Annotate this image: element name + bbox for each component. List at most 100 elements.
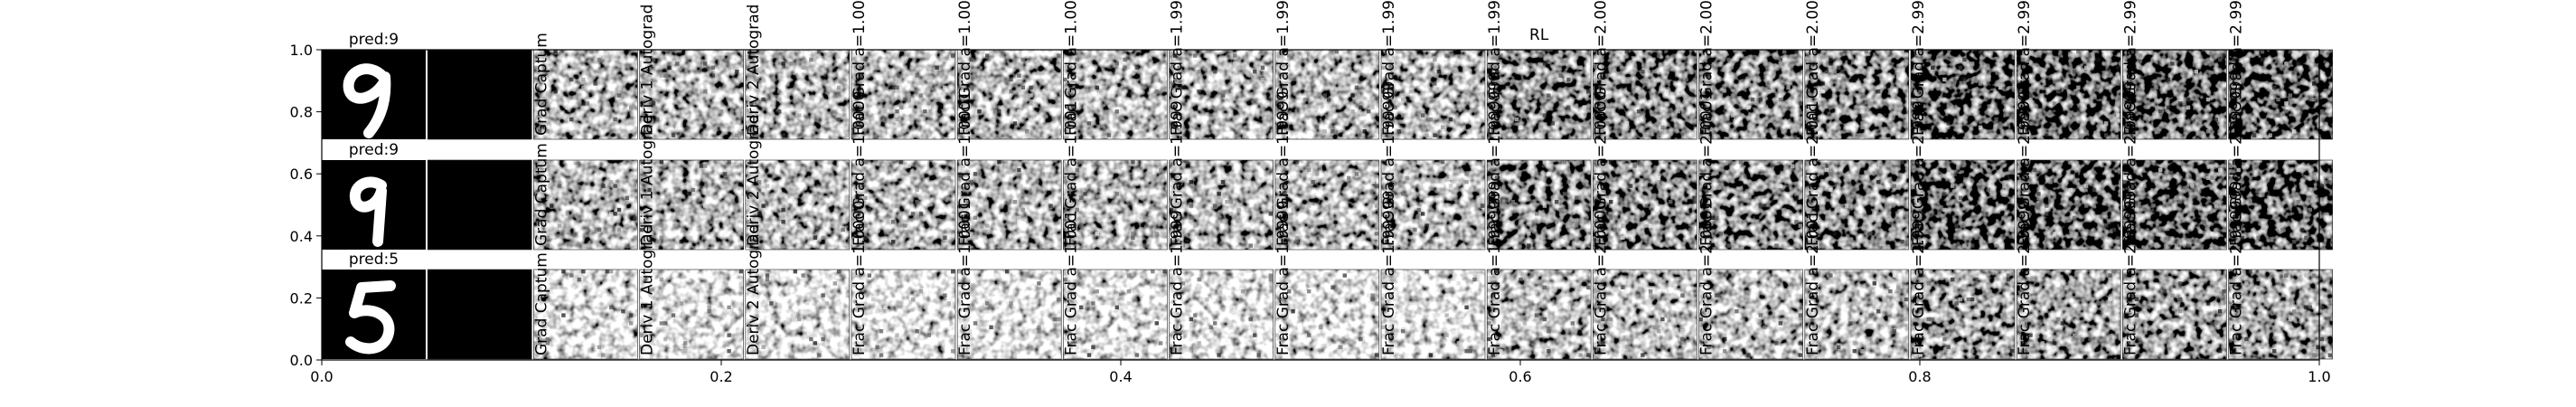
method-label: Frac Grad a=1.0000 — [851, 0, 869, 136]
attribution-tile — [639, 49, 744, 140]
attribution-tile — [2122, 49, 2227, 140]
method-label: Frac Grad a=2.0001 — [1698, 200, 1716, 355]
attribution-tile — [2122, 269, 2227, 360]
method-label: Frac Grad a=1.0001 — [956, 200, 974, 355]
y-tick-label: 0.8 — [290, 104, 313, 121]
heatmap-tiles — [322, 49, 2333, 360]
method-label: Frac Grad a=2.999 — [1910, 210, 1928, 355]
method-label: Frac Grad a=1.999999 — [1486, 181, 1504, 355]
attribution-tile — [1486, 49, 1592, 140]
method-label: Frac Grad a=2.001 — [1804, 210, 1822, 355]
method-label: Frac Grad a=2.999999 — [2228, 0, 2246, 136]
method-label: Frac Grad a=1.0001 — [956, 90, 974, 246]
column-header: RL — [1529, 26, 1549, 44]
attribution-tile — [427, 269, 532, 360]
attribution-tile — [745, 159, 851, 251]
method-label: Frac Grad a=2.9999 — [2016, 0, 2034, 136]
attribution-tile — [1804, 159, 1910, 251]
attribution-tile — [1593, 49, 1697, 140]
attribution-tile — [1274, 49, 1380, 140]
digit-stroke — [345, 280, 396, 355]
method-label: Deriv 2 Autograd — [745, 5, 763, 136]
method-label: Deriv 2 Autograd — [745, 224, 763, 355]
attribution-tile — [745, 269, 851, 360]
method-label: Frac Grad a=1.999999 — [1486, 0, 1504, 136]
method-label: Frac Grad a=1.0001 — [956, 0, 974, 136]
method-label: Deriv 2 Autograd — [745, 115, 763, 246]
attribution-tile — [1169, 159, 1274, 251]
x-tick-label: 0.8 — [1908, 368, 1931, 385]
x-tick-label: 0.4 — [1109, 368, 1132, 385]
method-label: Grad Captum — [532, 252, 550, 355]
attribution-tile — [2122, 159, 2227, 251]
axes: 0.0 0.2 0.4 0.6 0.8 1.0 0.0 0.2 0.4 0.6 0.8 1.0 — [290, 42, 2331, 385]
attribution-tile — [1910, 49, 2016, 140]
attribution-tile — [533, 159, 638, 251]
method-label: Frac Grad a=1.99999 — [1380, 191, 1398, 355]
attribution-tile — [1380, 49, 1486, 140]
method-label: Frac Grad a=1.999999 — [1486, 71, 1504, 246]
attribution-tile — [1804, 49, 1910, 140]
attribution-tile — [1698, 269, 1803, 360]
attribution-tile — [1380, 159, 1486, 251]
y-tick-label: 0.0 — [290, 352, 313, 369]
method-label: Frac Grad a=2.99999 — [2121, 191, 2139, 355]
prediction-label: pred:5 — [349, 251, 399, 269]
method-label: Frac Grad a=1.99999 — [1380, 0, 1398, 136]
attribution-tile — [1486, 269, 1592, 360]
attribution-tile — [956, 159, 1062, 251]
attribution-tile — [851, 49, 956, 140]
attribution-tile — [533, 269, 638, 360]
attribution-tile — [1169, 49, 1274, 140]
method-label: Frac Grad a=1.999 — [1169, 100, 1187, 246]
attribution-tile — [2016, 159, 2121, 251]
method-label: Zero Grad — [427, 168, 445, 246]
input-digit-image — [322, 160, 426, 250]
method-label: Frac Grad a=1.999 — [1169, 210, 1187, 355]
attribution-tile — [2016, 49, 2121, 140]
attribution-tile — [851, 269, 956, 360]
attribution-tile — [851, 159, 956, 251]
attribution-tile — [427, 49, 532, 140]
attribution-tile — [2016, 269, 2121, 360]
y-tick-label: 1.0 — [290, 42, 313, 59]
method-label: Frac Grad a=2.999 — [1910, 100, 1928, 246]
method-label: Frac Grad a=2.99999 — [2121, 0, 2139, 136]
method-label: Frac Grad a=1.9999 — [1274, 0, 1293, 136]
method-label: Deriv 1 Autograd — [639, 115, 657, 246]
attribution-tile — [1593, 269, 1697, 360]
axes-frame — [321, 49, 2320, 361]
method-label: Grad Captum — [532, 33, 550, 136]
attribution-tile — [1274, 269, 1380, 360]
method-label: Frac Grad a=2.0000 — [1592, 90, 1610, 246]
input-digit-image — [322, 50, 426, 139]
attribution-tile — [533, 49, 638, 140]
method-label: Frac Grad a=2.0001 — [1698, 0, 1716, 136]
prediction-label: pred:9 — [349, 31, 399, 49]
method-label: Frac Grad a=2.999 — [1910, 0, 1928, 136]
attribution-tile — [1698, 49, 1803, 140]
attribution-tile — [1486, 159, 1592, 251]
method-label: Frac Grad a=2.0000 — [1592, 0, 1610, 136]
method-label: Frac Grad a=1.001 — [1062, 210, 1080, 355]
attribution-tile — [1169, 269, 1274, 360]
y-tick-label: 0.4 — [290, 228, 313, 245]
attribution-tile — [1063, 269, 1168, 360]
attribution-tile — [745, 49, 851, 140]
method-label: Frac Grad a=2.999999 — [2228, 181, 2246, 355]
method-label: Frac Grad a=1.001 — [1062, 100, 1080, 246]
method-label: Frac Grad a=2.9999 — [2016, 90, 2034, 246]
method-label: Zero Grad — [427, 58, 445, 136]
x-tick-label: 0.6 — [1509, 368, 1531, 385]
attribution-tile — [427, 159, 532, 251]
digit-stroke — [343, 63, 391, 138]
tile-labels: pred:9 Zero Grad Grad Captum Deriv 1 Autogr… — [349, 0, 2246, 355]
method-label: Deriv 1 Autograd — [639, 5, 657, 136]
x-tick-label: 1.0 — [2308, 368, 2330, 385]
attribution-tile — [1380, 269, 1486, 360]
y-tick-label: 0.2 — [290, 289, 313, 307]
method-label: Frac Grad a=1.9999 — [1274, 90, 1293, 246]
attribution-tile — [1063, 49, 1168, 140]
attribution-tile — [639, 159, 744, 251]
